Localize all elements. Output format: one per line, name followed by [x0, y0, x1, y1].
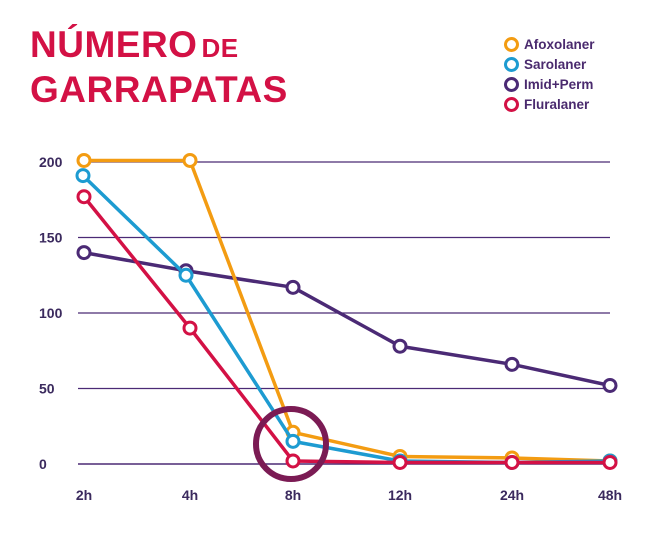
- gridlines: [78, 161, 610, 465]
- legend-label: Afoxolaner: [524, 36, 595, 52]
- title-line-2: GARRAPATAS: [30, 69, 288, 110]
- highlight-circle: [253, 406, 329, 482]
- title-word-de: DE: [201, 33, 239, 63]
- legend-marker-icon: [504, 76, 519, 92]
- series-sarolaner: [75, 168, 618, 470]
- legend-item: Sarolaner: [504, 54, 595, 74]
- legend-item: Imid+Perm: [504, 74, 595, 94]
- chart-title: NÚMERO DE GARRAPATAS: [30, 26, 288, 108]
- data-point: [76, 245, 92, 261]
- chart-legend: Afoxolaner Sarolaner Imid+Perm Fluralaner: [504, 34, 595, 114]
- x-tick-label: 24h: [500, 487, 524, 503]
- data-point: [182, 152, 198, 168]
- title-word-numero: NÚMERO: [30, 24, 198, 65]
- series-line: [82, 194, 612, 465]
- data-point: [392, 338, 408, 354]
- legend-label: Sarolaner: [524, 56, 587, 72]
- x-axis-ticks: 2h 4h 8h 12h 24h 48h: [76, 487, 622, 503]
- data-point: [504, 356, 520, 372]
- data-point: [285, 279, 301, 295]
- data-point: [602, 377, 618, 393]
- x-tick-label: 12h: [388, 487, 412, 503]
- data-point: [285, 453, 301, 469]
- data-point: [602, 454, 618, 470]
- series-fluralaner: [76, 189, 618, 470]
- y-axis-ticks: 200 150 100 50 0: [39, 154, 63, 472]
- legend-marker-icon: [504, 56, 519, 72]
- series-line: [82, 158, 612, 463]
- y-tick-label: 50: [39, 381, 55, 397]
- legend-label: Imid+Perm: [524, 76, 594, 92]
- y-tick-label: 150: [39, 230, 63, 246]
- legend-marker-icon: [504, 96, 519, 112]
- data-point: [392, 454, 408, 470]
- x-tick-label: 48h: [598, 487, 622, 503]
- legend-label: Fluralaner: [524, 96, 590, 112]
- x-tick-label: 8h: [285, 487, 301, 503]
- x-tick-label: 2h: [76, 487, 92, 503]
- series-line: [82, 250, 612, 388]
- data-point: [76, 189, 92, 205]
- data-point: [76, 152, 92, 168]
- data-point: [504, 454, 520, 470]
- x-tick-label: 4h: [182, 487, 198, 503]
- legend-marker-icon: [504, 36, 519, 52]
- series-imid-perm: [76, 245, 618, 393]
- data-point: [75, 168, 91, 184]
- y-tick-label: 100: [39, 305, 63, 321]
- legend-item: Afoxolaner: [504, 34, 595, 54]
- legend-item: Fluralaner: [504, 94, 595, 114]
- title-line-1: NÚMERO DE: [30, 26, 288, 63]
- data-point: [178, 267, 194, 283]
- data-point: [182, 320, 198, 336]
- series-line: [81, 173, 612, 465]
- data-point: [285, 433, 301, 449]
- y-tick-label: 0: [39, 456, 47, 472]
- series-afoxolaner: [76, 152, 618, 469]
- y-tick-label: 200: [39, 154, 63, 170]
